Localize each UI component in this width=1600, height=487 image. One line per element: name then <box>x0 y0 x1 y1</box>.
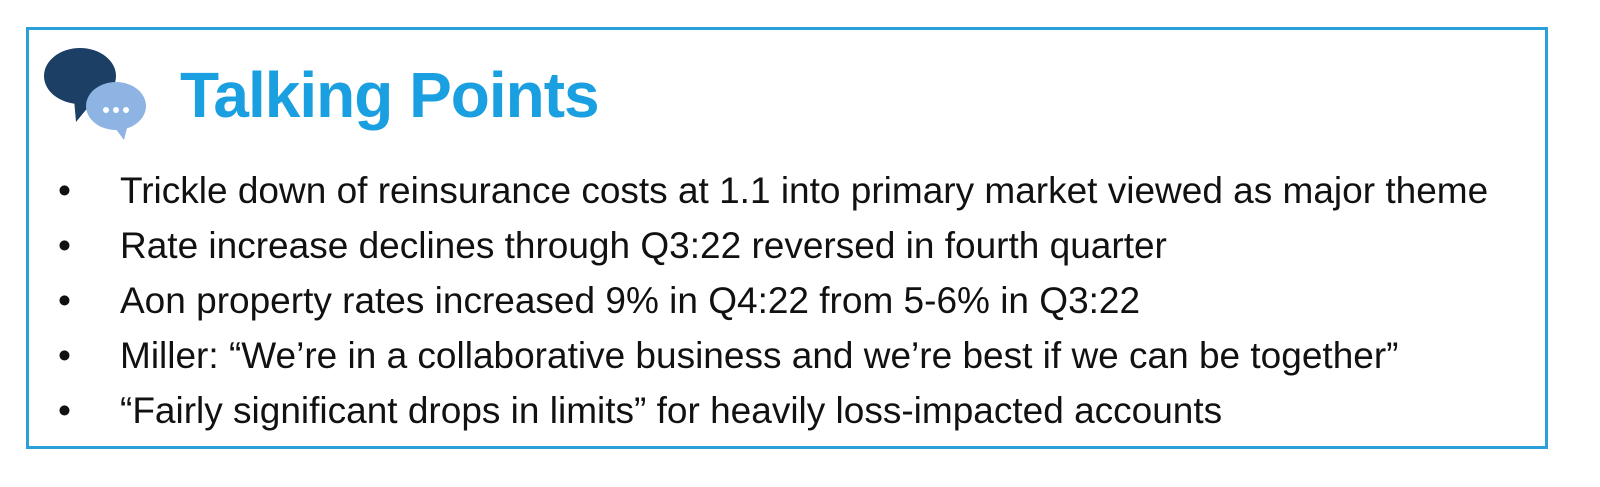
bullet-dot: • <box>58 280 71 321</box>
bullet-dot: • <box>58 335 71 376</box>
bullet-item: • Aon property rates increased 9% in Q4:2… <box>58 273 1488 328</box>
frame <box>26 27 1548 449</box>
bullet-item: • Miller: “We’re in a collaborative busin… <box>58 328 1488 383</box>
bullet-dot: • <box>58 225 71 266</box>
bullet-dot: • <box>58 390 71 431</box>
bullet-item: • “Fairly significant drops in limits” fo… <box>58 383 1488 438</box>
bullet-item: • Trickle down of reinsurance costs at 1.… <box>58 163 1488 218</box>
bullet-dot: • <box>58 170 71 211</box>
bullet-text: “Fairly significant drops in limits” for… <box>120 390 1223 431</box>
chat-icon <box>44 48 146 140</box>
bullet-list: • Trickle down of reinsurance costs at 1.… <box>58 163 1488 438</box>
bullet-text: Aon property rates increased 9% in Q4:22… <box>120 280 1141 321</box>
bullet-text: Rate increase declines through Q3:22 rev… <box>120 225 1167 266</box>
title: Talking Points <box>180 59 600 131</box>
bullet-item: • Rate increase declines through Q3:22 re… <box>58 218 1488 273</box>
bullet-text: Miller: “We’re in a collaborative busine… <box>120 335 1399 376</box>
bullet-text: Trickle down of reinsurance costs at 1.1… <box>120 170 1489 211</box>
